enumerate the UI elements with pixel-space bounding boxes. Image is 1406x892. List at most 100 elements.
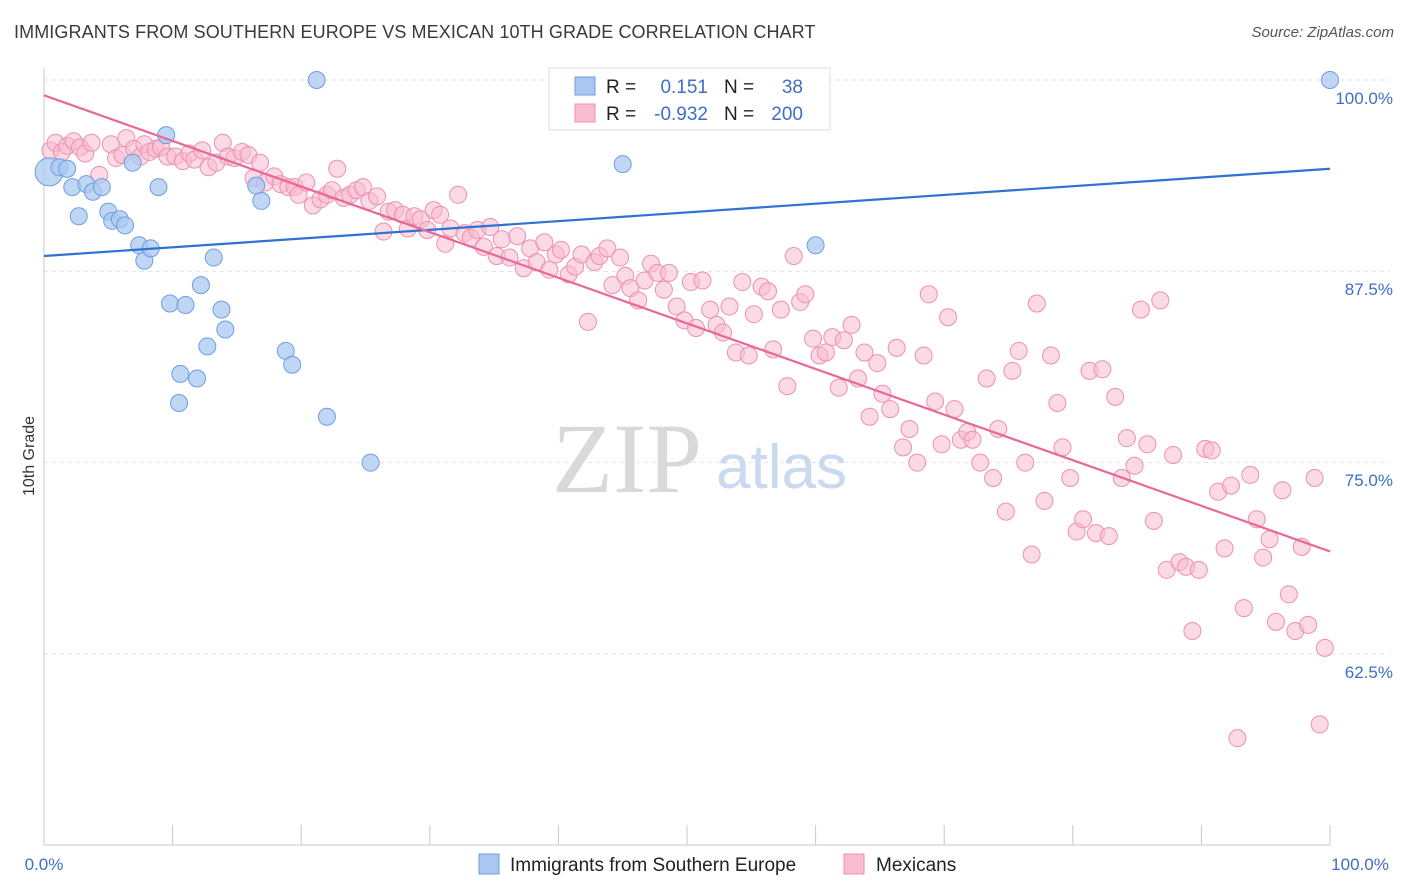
point-mexicans-132 <box>887 338 906 357</box>
point-mexicans-124 <box>834 331 853 350</box>
legend-n-label-1: N = <box>724 77 754 98</box>
point-mexicans-140 <box>939 308 958 327</box>
point-mexicans-119 <box>804 329 823 348</box>
point-mexicans-45 <box>328 159 347 178</box>
point-mexicans-196 <box>1299 615 1318 634</box>
point-mexicans-164 <box>1093 360 1112 379</box>
point-mexicans-173 <box>1151 291 1170 310</box>
point-mexicans-171 <box>1138 435 1157 454</box>
point-mexicans-129 <box>868 354 887 373</box>
point-mexicans-187 <box>1241 465 1260 484</box>
y-tick-label-62-5: 62.5% <box>1345 663 1393 682</box>
legend-r-value-2: -0.932 <box>654 104 708 125</box>
point-southern-europe-23 <box>191 276 210 295</box>
legend-n-label-2: N = <box>724 104 754 125</box>
legend-r-label-2: R = <box>606 104 636 125</box>
point-southern-europe-34 <box>361 453 380 472</box>
point-mexicans-144 <box>963 430 982 449</box>
watermark-atlas: atlas <box>716 433 847 502</box>
point-mexicans-106 <box>720 297 739 316</box>
point-mexicans-113 <box>764 340 783 359</box>
point-mexicans-71 <box>492 230 511 249</box>
point-mexicans-33 <box>251 153 270 172</box>
point-mexicans-125 <box>842 315 861 334</box>
point-mexicans-159 <box>1061 468 1080 487</box>
point-southern-europe-33 <box>317 407 336 426</box>
chart-title: IMMIGRANTS FROM SOUTHERN EUROPE VS MEXIC… <box>14 22 816 42</box>
trend-line-southern-europe <box>43 167 1331 258</box>
point-mexicans-172 <box>1144 511 1163 530</box>
point-southern-europe-25 <box>204 248 223 267</box>
point-southern-europe-19 <box>171 364 190 383</box>
point-southern-europe-7 <box>92 178 111 197</box>
watermark-zip: ZIP <box>552 403 702 514</box>
point-mexicans-183 <box>1215 539 1234 558</box>
point-mexicans-175 <box>1164 446 1183 465</box>
point-southern-europe-22 <box>188 369 207 388</box>
point-mexicans-51 <box>368 187 387 206</box>
point-mexicans-121 <box>816 343 835 362</box>
point-mexicans-168 <box>1117 429 1136 448</box>
series-legend-swatch-pink <box>843 853 865 875</box>
point-mexicans-157 <box>1048 393 1067 412</box>
point-southern-europe-35 <box>613 155 632 174</box>
point-mexicans-166 <box>1106 387 1125 406</box>
legend-n-value-1: 38 <box>782 77 803 98</box>
point-southern-europe-27 <box>216 320 235 339</box>
legend-swatch-pink <box>574 103 596 123</box>
legend-n-value-2: 200 <box>771 104 803 125</box>
point-mexicans-87 <box>598 239 617 258</box>
point-mexicans-80 <box>551 240 570 259</box>
point-mexicans-184 <box>1221 476 1240 495</box>
point-mexicans-197 <box>1305 468 1324 487</box>
point-mexicans-161 <box>1074 510 1093 529</box>
point-southern-europe-20 <box>170 393 189 412</box>
point-mexicans-147 <box>984 468 1003 487</box>
point-mexicans-89 <box>611 248 630 267</box>
point-mexicans-198 <box>1310 715 1329 734</box>
point-mexicans-191 <box>1266 612 1285 631</box>
point-mexicans-137 <box>919 285 938 304</box>
legend-r-value-1: 0.151 <box>660 77 708 98</box>
point-mexicans-186 <box>1234 599 1253 618</box>
x-tick-label-100: 100.0% <box>1331 855 1389 874</box>
point-mexicans-68 <box>474 237 493 256</box>
point-mexicans-98 <box>667 297 686 316</box>
point-southern-europe-4 <box>69 207 88 226</box>
point-southern-europe-36 <box>806 236 825 255</box>
source-label: Source: ZipAtlas.com <box>1251 24 1394 41</box>
point-southern-europe-31 <box>283 355 302 374</box>
stats-legend-box <box>548 67 831 131</box>
point-mexicans-123 <box>829 378 848 397</box>
point-mexicans-135 <box>908 453 927 472</box>
point-mexicans-110 <box>744 305 763 324</box>
point-mexicans-116 <box>784 247 803 266</box>
point-mexicans-178 <box>1183 622 1202 641</box>
point-southern-europe-29 <box>252 191 271 210</box>
point-southern-europe-11 <box>116 216 135 235</box>
legend-r-label-1: R = <box>606 77 636 98</box>
point-mexicans-109 <box>739 346 758 365</box>
point-mexicans-88 <box>603 276 622 295</box>
point-mexicans-149 <box>996 502 1015 521</box>
point-mexicans-152 <box>1016 453 1035 472</box>
point-mexicans-7 <box>82 133 101 152</box>
point-mexicans-139 <box>932 435 951 454</box>
point-southern-europe-28 <box>247 176 266 195</box>
point-southern-europe-16 <box>149 178 168 197</box>
point-mexicans-156 <box>1041 346 1060 365</box>
legend-swatch-blue <box>574 76 596 96</box>
point-mexicans-150 <box>1003 361 1022 380</box>
y-tick-label-87-5: 87.5% <box>1345 280 1393 299</box>
point-southern-europe-26 <box>212 300 231 319</box>
point-mexicans-64 <box>449 185 468 204</box>
point-mexicans-101 <box>687 318 706 337</box>
y-tick-label-75: 75.0% <box>1345 471 1393 490</box>
point-mexicans-73 <box>508 227 527 246</box>
point-mexicans-154 <box>1027 294 1046 313</box>
point-mexicans-170 <box>1131 300 1150 319</box>
point-southern-europe-2 <box>58 159 77 178</box>
point-mexicans-134 <box>900 419 919 438</box>
point-mexicans-199 <box>1315 638 1334 657</box>
